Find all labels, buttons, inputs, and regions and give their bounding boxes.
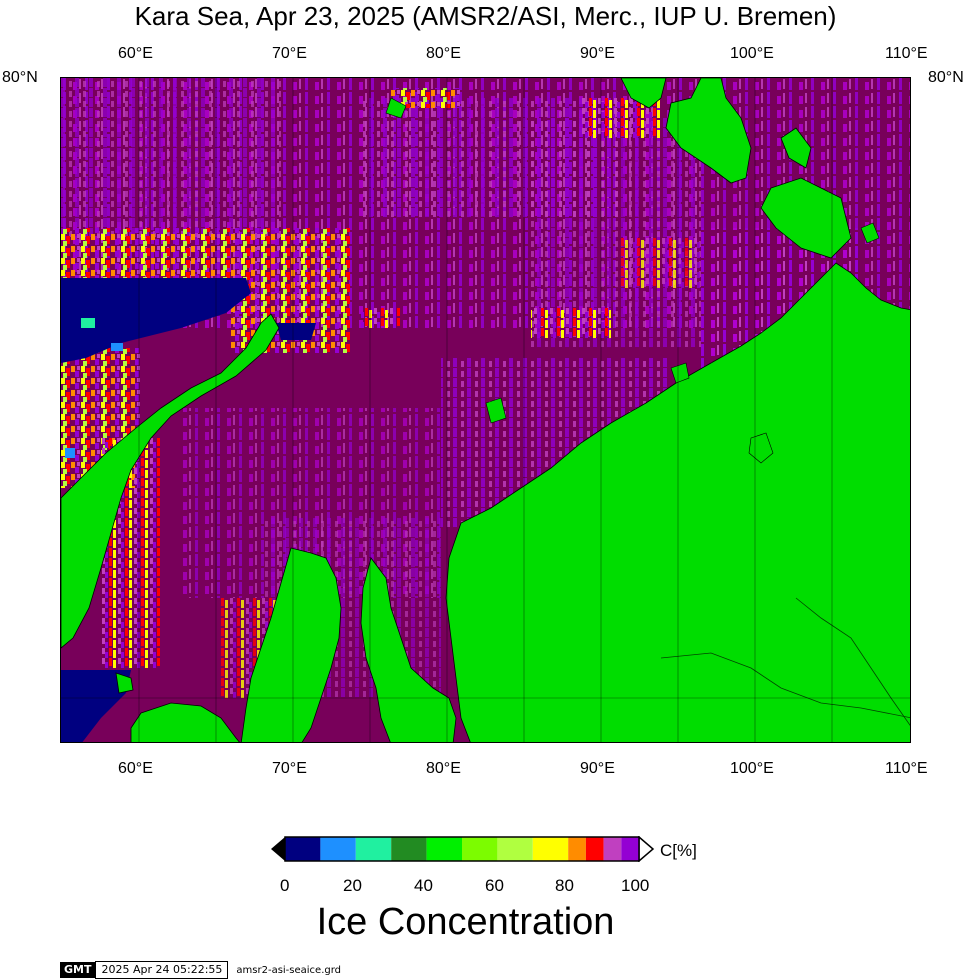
colorbar-cell — [603, 837, 622, 861]
colorbar-tick-80: 80 — [555, 876, 574, 895]
lon-label-top-100: 100°E — [730, 45, 774, 62]
colorbar-tick-40: 40 — [414, 876, 433, 895]
lon-label-top-110: 110°E — [885, 45, 928, 62]
colorbar-cell — [621, 837, 639, 861]
gmt-logo: GMT — [60, 962, 96, 978]
lon-label-bottom-70: 70°E — [272, 760, 307, 777]
lon-label-bottom-100: 100°E — [730, 760, 774, 777]
ice-concentration-map — [60, 77, 911, 743]
colorbar-cell — [568, 837, 586, 861]
colorbar-cell — [320, 837, 356, 861]
colorbar-max-arrow — [638, 835, 655, 863]
colorbar-graphic — [271, 835, 655, 863]
lon-label-top-70: 70°E — [272, 45, 307, 62]
colorbar-cell — [462, 837, 498, 861]
gmt-timestamp: GMT 2025 Apr 24 05:22:55 amsr2-asi-seaic… — [60, 961, 341, 979]
lon-label-top-80: 80°E — [426, 45, 461, 62]
lon-label-top-60: 60°E — [118, 45, 153, 62]
colorbar-cell — [497, 837, 533, 861]
lon-label-top-90: 90°E — [580, 45, 615, 62]
colorbar-cell — [391, 837, 427, 861]
colorbar-cell — [426, 837, 462, 861]
colorbar-cell — [355, 837, 392, 861]
source-file-label: amsr2-asi-seaice.grd — [236, 964, 342, 976]
colorbar-cell — [532, 837, 569, 861]
colorbar-cell — [285, 837, 321, 861]
map-title: Kara Sea, Apr 23, 2025 (AMSR2/ASI, Merc.… — [134, 1, 837, 31]
colorbar-tick-20: 20 — [343, 876, 362, 895]
colorbar-tick-60: 60 — [485, 876, 504, 895]
lat-label-left: 80°N — [2, 69, 38, 86]
colorbar-title: Ice Concentration — [316, 901, 615, 943]
lon-label-bottom-60: 60°E — [118, 760, 153, 777]
colorbar-unit: C[%] — [660, 841, 697, 860]
colorbar-tick-0: 0 — [280, 876, 290, 895]
map-graphic — [61, 78, 910, 742]
lat-label-right: 80°N — [928, 69, 964, 86]
colorbar — [271, 835, 671, 863]
colorbar-min-arrow — [271, 837, 285, 861]
lon-label-bottom-110: 110°E — [885, 760, 928, 777]
lon-label-bottom-80: 80°E — [426, 760, 461, 777]
colorbar-cell — [585, 837, 604, 861]
timestamp-label: 2025 Apr 24 05:22:55 — [95, 961, 229, 979]
lon-label-bottom-90: 90°E — [580, 760, 615, 777]
colorbar-tick-100: 100 — [621, 876, 650, 895]
